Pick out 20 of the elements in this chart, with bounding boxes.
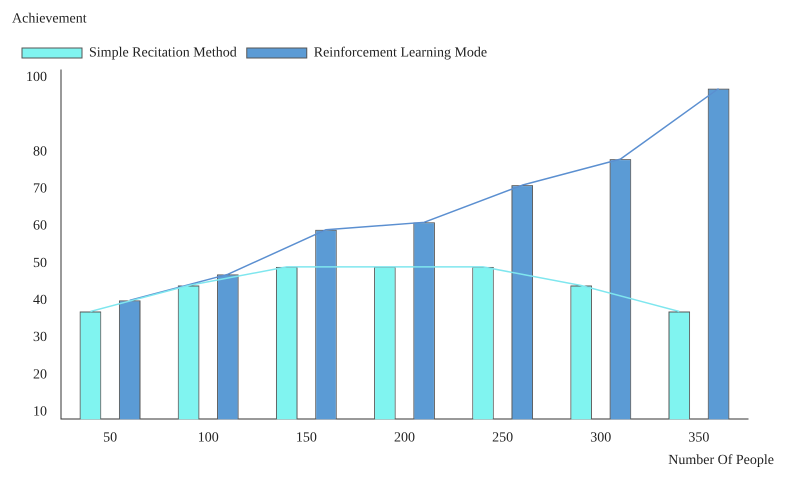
x-tick-label: 300 bbox=[590, 430, 612, 446]
y-tick-label: 50 bbox=[33, 256, 47, 271]
x-tick-label: 250 bbox=[492, 430, 514, 446]
y-tick-label: 30 bbox=[33, 330, 47, 346]
legend-label: Reinforcement Learning Mode bbox=[314, 46, 488, 61]
y-tick-label: 60 bbox=[33, 218, 47, 234]
legend-label: Simple Recitation Method bbox=[89, 46, 237, 61]
x-tick-label: 200 bbox=[394, 430, 415, 446]
y-tick-label: 70 bbox=[33, 182, 47, 197]
y-tick-label: 80 bbox=[33, 144, 47, 160]
y-tick-label: 20 bbox=[33, 367, 47, 382]
y-tick-label: 10 bbox=[33, 404, 47, 420]
y-tick-label: 100 bbox=[26, 70, 47, 86]
x-tick-label: 150 bbox=[296, 430, 317, 446]
x-axis-title: Number Of People bbox=[668, 452, 774, 468]
x-tick-label: 350 bbox=[688, 430, 710, 446]
x-tick-label: 50 bbox=[103, 430, 118, 446]
y-axis-title: Achievement bbox=[12, 12, 87, 27]
x-tick-label: 100 bbox=[198, 430, 219, 446]
y-tick-label: 40 bbox=[33, 292, 47, 308]
